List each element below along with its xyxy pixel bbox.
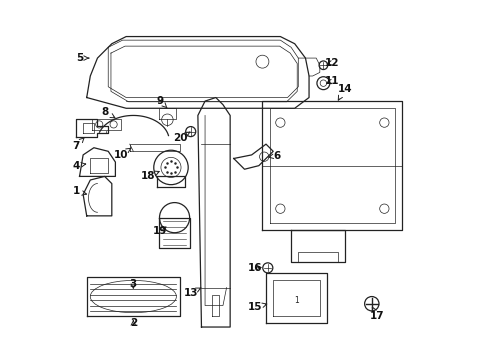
Text: 4: 4 [72,161,85,171]
Text: 11: 11 [325,76,339,86]
Text: 1: 1 [72,186,86,197]
Text: 15: 15 [247,302,266,312]
Text: 6: 6 [268,150,280,161]
Text: 17: 17 [369,307,384,321]
Text: 20: 20 [172,132,190,143]
Text: 7: 7 [72,138,84,151]
Text: 3: 3 [129,279,137,289]
Text: 2: 2 [129,319,137,328]
Text: 19: 19 [153,226,167,236]
Text: 10: 10 [113,148,131,160]
Text: 13: 13 [183,288,201,298]
Text: 9: 9 [156,96,166,108]
Text: 18: 18 [140,171,159,181]
Text: 5: 5 [76,53,89,63]
Text: 16: 16 [247,262,262,273]
Text: 14: 14 [337,84,351,100]
Text: 12: 12 [325,58,339,68]
Text: 1: 1 [293,296,298,305]
Text: 8: 8 [101,107,115,118]
